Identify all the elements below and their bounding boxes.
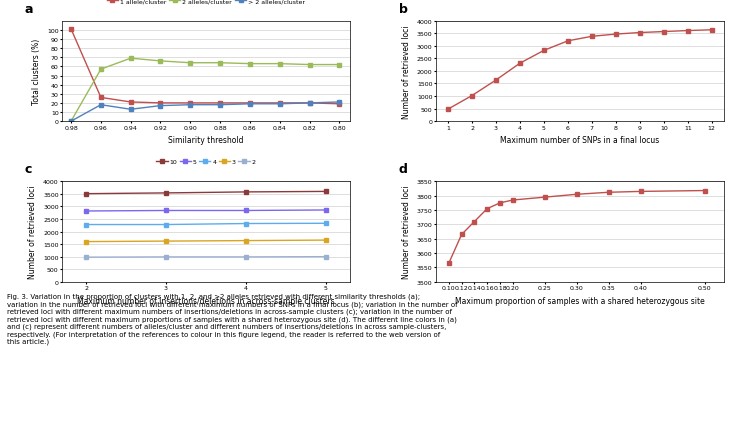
X-axis label: Similarity threshold: Similarity threshold <box>168 136 243 145</box>
1 allele/cluster <box>186 101 194 106</box>
Text: c: c <box>25 163 32 176</box>
2 <box>241 255 250 260</box>
2 <box>322 254 330 260</box>
10 <box>322 189 330 194</box>
X-axis label: Maximum number of SNPs in a final locus: Maximum number of SNPs in a final locus <box>500 136 659 145</box>
Line: 2 alleles/cluster: 2 alleles/cluster <box>69 57 341 124</box>
Legend: 10, 5, 4, 3, 2: 10, 5, 4, 3, 2 <box>154 157 258 168</box>
10 <box>162 191 170 196</box>
Y-axis label: Number of retrieved loci: Number of retrieved loci <box>402 185 412 279</box>
5 <box>162 208 170 214</box>
Y-axis label: Total clusters (%): Total clusters (%) <box>32 39 42 105</box>
2 alleles/cluster <box>305 63 314 68</box>
Text: Fig. 3. Variation in the proportion of clusters with 1, 2, and >2 alleles retrie: Fig. 3. Variation in the proportion of c… <box>7 293 458 344</box>
Y-axis label: Number of retrieved loci: Number of retrieved loci <box>29 185 37 279</box>
4 <box>322 221 330 227</box>
X-axis label: Maximum number of insertions/deletions in across-sample clusters: Maximum number of insertions/deletions i… <box>77 296 335 305</box>
> 2 alleles/cluster <box>305 101 314 106</box>
1 allele/cluster <box>126 100 135 105</box>
1 allele/cluster <box>335 102 344 107</box>
Text: b: b <box>398 3 408 16</box>
> 2 alleles/cluster <box>335 100 344 105</box>
3 <box>82 240 91 245</box>
> 2 alleles/cluster <box>67 119 75 125</box>
2 alleles/cluster <box>126 56 135 62</box>
5 <box>241 208 250 214</box>
4 <box>82 222 91 227</box>
Line: 2: 2 <box>84 255 327 260</box>
> 2 alleles/cluster <box>96 103 105 108</box>
2 <box>162 255 170 260</box>
2 <box>82 255 91 260</box>
Line: 1 allele/cluster: 1 allele/cluster <box>69 28 341 106</box>
1 allele/cluster <box>156 101 165 106</box>
Text: d: d <box>398 163 408 176</box>
2 alleles/cluster <box>156 59 165 64</box>
2 alleles/cluster <box>276 62 284 67</box>
4 <box>241 221 250 227</box>
3 <box>322 238 330 243</box>
> 2 alleles/cluster <box>216 103 224 108</box>
5 <box>322 208 330 213</box>
> 2 alleles/cluster <box>156 104 165 109</box>
2 alleles/cluster <box>186 61 194 66</box>
Line: 5: 5 <box>84 209 327 214</box>
3 <box>241 238 250 243</box>
2 alleles/cluster <box>246 62 254 67</box>
3 <box>162 239 170 244</box>
Line: 3: 3 <box>84 239 327 244</box>
1 allele/cluster <box>96 95 105 101</box>
1 allele/cluster <box>276 101 284 106</box>
X-axis label: Maximum proportion of samples with a shared heterozygous site: Maximum proportion of samples with a sha… <box>455 296 705 305</box>
5 <box>82 209 91 214</box>
4 <box>162 222 170 227</box>
Line: > 2 alleles/cluster: > 2 alleles/cluster <box>69 101 341 124</box>
Text: a: a <box>25 3 33 16</box>
1 allele/cluster <box>67 27 75 33</box>
> 2 alleles/cluster <box>126 107 135 112</box>
Y-axis label: Number of retrieved loci: Number of retrieved loci <box>402 25 412 118</box>
10 <box>82 192 91 197</box>
> 2 alleles/cluster <box>186 103 194 108</box>
2 alleles/cluster <box>96 67 105 72</box>
Line: 10: 10 <box>84 190 327 196</box>
> 2 alleles/cluster <box>276 102 284 107</box>
1 allele/cluster <box>246 101 254 106</box>
10 <box>241 190 250 195</box>
1 allele/cluster <box>305 101 314 106</box>
Line: 4: 4 <box>84 222 327 227</box>
2 alleles/cluster <box>216 61 224 66</box>
1 allele/cluster <box>216 101 224 106</box>
2 alleles/cluster <box>335 63 344 68</box>
2 alleles/cluster <box>67 119 75 125</box>
> 2 alleles/cluster <box>246 102 254 107</box>
Legend: 1 allele/cluster, 2 alleles/cluster, > 2 alleles/cluster: 1 allele/cluster, 2 alleles/cluster, > 2… <box>104 0 308 7</box>
